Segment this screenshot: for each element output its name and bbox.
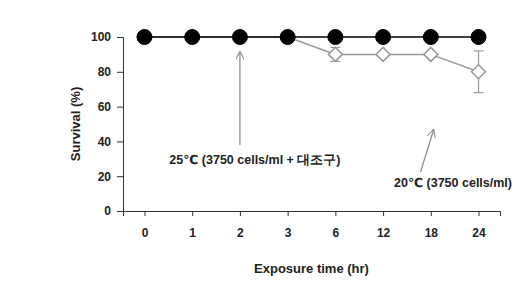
x-tick-mark — [240, 211, 241, 216]
data-point — [281, 30, 295, 44]
y-tick-mark — [117, 211, 123, 212]
data-point — [280, 30, 295, 45]
x-tick: 24 — [472, 211, 486, 240]
data-point — [185, 30, 200, 45]
x-axis-line — [124, 212, 501, 217]
y-tick-mark — [117, 72, 123, 73]
error-bar-cap — [474, 92, 484, 93]
y-tick-label: 80 — [98, 65, 112, 79]
plot: 02040608010001236121824 — [91, 30, 501, 240]
x-tick-mark — [192, 211, 193, 216]
y-tick: 40 — [98, 135, 123, 149]
x-tick: 6 — [333, 211, 340, 240]
chart: 02040608010001236121824Exposure time (hr… — [0, 0, 518, 288]
y-tick-label: 0 — [104, 204, 111, 218]
annotation-arrow — [421, 130, 434, 172]
annotations: 25℃ (3750 cells/ml + 대조구) 20℃ (3750 cells… — [169, 52, 512, 190]
y-tick: 0 — [104, 204, 123, 218]
data-point — [328, 30, 343, 45]
x-tick-mark — [288, 211, 289, 216]
x-tick-mark — [144, 211, 145, 216]
x-tick: 2 — [237, 211, 244, 240]
x-tick: 1 — [189, 211, 196, 240]
data-point — [376, 47, 390, 61]
x-tick-label: 24 — [472, 226, 486, 240]
x-tick: 0 — [142, 211, 149, 240]
data-point — [471, 30, 486, 45]
y-tick: 100 — [91, 30, 123, 44]
x-tick-label: 2 — [237, 226, 244, 240]
y-tick-mark — [117, 37, 123, 38]
x-tick-mark — [335, 211, 336, 216]
data-point — [137, 30, 151, 44]
data-point — [328, 47, 342, 61]
x-tick-label: 1 — [189, 226, 196, 240]
data-point — [376, 30, 391, 45]
x-tick-mark — [479, 211, 480, 216]
x-tick-label: 6 — [333, 226, 340, 240]
x-axis-title: Exposure time (hr) — [254, 261, 369, 276]
y-tick: 20 — [98, 170, 123, 184]
y-tick-label: 100 — [91, 30, 111, 44]
annotation: 20℃ (3750 cells/ml) — [394, 176, 512, 190]
y-tick-label: 60 — [98, 100, 112, 114]
y-axis-line — [117, 38, 124, 212]
data-point — [185, 30, 199, 44]
data-point — [233, 30, 247, 44]
x-tick-label: 0 — [142, 226, 149, 240]
y-tick: 60 — [98, 100, 123, 114]
y-tick-label: 40 — [98, 135, 112, 149]
y-tick-mark — [117, 176, 123, 177]
y-axis: 0 20 40 60 80 100 — [91, 30, 124, 218]
y-tick: 80 — [98, 65, 123, 79]
x-tick: 18 — [425, 211, 439, 240]
x-tick-label: 12 — [377, 226, 391, 240]
data-point — [232, 30, 247, 45]
y-tick-mark — [117, 107, 123, 108]
x-tick-label: 18 — [425, 226, 439, 240]
y-tick-mark — [117, 141, 123, 142]
y-axis-title: Survival (%) — [68, 87, 83, 161]
x-axis: 01236121824 — [124, 211, 501, 240]
x-tick-mark — [431, 211, 432, 216]
data-point — [472, 65, 486, 79]
annotation: 25℃ (3750 cells/ml + 대조구) — [169, 153, 340, 167]
annotation-arrow — [239, 52, 240, 145]
data-point — [424, 47, 438, 61]
error-bar-cap — [474, 50, 484, 51]
y-tick-label: 20 — [98, 170, 112, 184]
data-point — [423, 30, 438, 45]
x-tick-mark — [383, 211, 384, 216]
x-tick-label: 3 — [285, 226, 292, 240]
x-tick: 12 — [377, 211, 391, 240]
x-tick: 3 — [285, 211, 292, 240]
data-marks — [137, 30, 486, 93]
data-point — [137, 30, 152, 45]
